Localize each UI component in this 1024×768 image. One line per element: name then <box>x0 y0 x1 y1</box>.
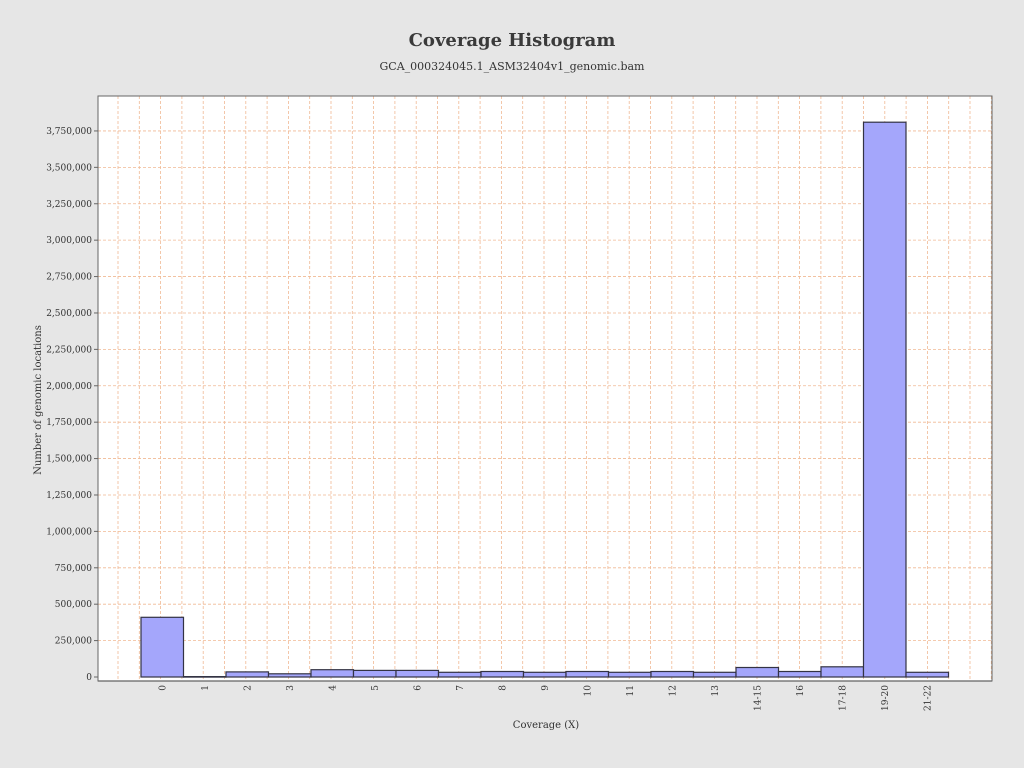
y-tick-label: 750,000 <box>55 564 92 574</box>
y-tick-label: 1,000,000 <box>46 527 92 537</box>
x-tick-label: 7 <box>456 685 466 691</box>
bar-coverage-16 <box>777 670 822 678</box>
x-tick-label: 3 <box>286 685 296 691</box>
bar-coverage-2 <box>225 671 270 678</box>
bar-coverage-0 <box>140 616 185 678</box>
x-tick-label: 17-18 <box>838 685 848 711</box>
bar-coverage-11 <box>607 671 652 678</box>
y-tick-label: 2,500,000 <box>46 309 92 319</box>
x-tick-label: 5 <box>371 685 381 691</box>
bar-coverage-13 <box>692 671 737 678</box>
y-tick-label: 3,000,000 <box>46 236 92 246</box>
y-tick-label: 3,500,000 <box>46 163 92 173</box>
x-tick-label: 13 <box>711 685 721 697</box>
chart-title: Coverage Histogram <box>408 30 616 51</box>
y-tick-label: 3,750,000 <box>46 127 92 137</box>
bar-coverage-9 <box>522 671 567 678</box>
x-tick-label: 2 <box>243 685 253 691</box>
plot-frame <box>97 95 993 682</box>
x-tick-label: 4 <box>328 685 338 691</box>
bar-coverage-17-18 <box>820 666 865 678</box>
bar-coverage-12 <box>650 670 695 678</box>
x-tick-label: 6 <box>413 685 423 691</box>
x-tick-label: 9 <box>541 685 551 691</box>
y-tick-label: 2,000,000 <box>46 382 92 392</box>
y-tick-label: 3,250,000 <box>46 200 92 210</box>
y-tick-label: 2,750,000 <box>46 273 92 283</box>
bar-coverage-7 <box>437 671 482 678</box>
y-tick-label: 1,750,000 <box>46 418 92 428</box>
y-tick-label: 500,000 <box>55 600 92 610</box>
x-tick-label: 16 <box>796 685 806 697</box>
bar-coverage-4 <box>310 669 355 678</box>
bar-coverage-3 <box>267 673 312 678</box>
plot-area <box>98 96 992 681</box>
x-tick-label: 0 <box>158 685 168 691</box>
bar-coverage-14-15 <box>735 666 780 678</box>
bar-coverage-5 <box>352 669 397 678</box>
x-tick-label: 11 <box>626 685 636 696</box>
bar-coverage-21-22 <box>905 671 950 678</box>
x-tick-label: 19-20 <box>881 685 891 711</box>
x-tick-label: 21-22 <box>923 685 933 711</box>
y-tick-label: 0 <box>86 673 92 683</box>
x-tick-label: 12 <box>668 685 678 696</box>
bar-coverage-1 <box>182 675 227 678</box>
x-tick-label: 10 <box>583 685 593 697</box>
chart-subtitle: GCA_000324045.1_ASM32404v1_genomic.bam <box>379 60 645 73</box>
bar-coverage-19-20 <box>862 121 907 678</box>
x-tick-label: 14-15 <box>753 685 763 711</box>
bar-coverage-6 <box>395 669 440 678</box>
x-tick-label: 8 <box>498 685 508 691</box>
y-tick-label: 1,500,000 <box>46 455 92 465</box>
bar-coverage-8 <box>480 670 525 678</box>
y-tick-label: 250,000 <box>55 637 92 647</box>
bar-coverage-10 <box>565 670 610 678</box>
x-axis-title: Coverage (X) <box>513 720 580 731</box>
x-tick-label: 1 <box>201 685 211 691</box>
y-tick-label: 2,250,000 <box>46 345 92 355</box>
y-tick-label: 1,250,000 <box>46 491 92 501</box>
y-axis-title: Number of genomic locations <box>33 325 44 475</box>
